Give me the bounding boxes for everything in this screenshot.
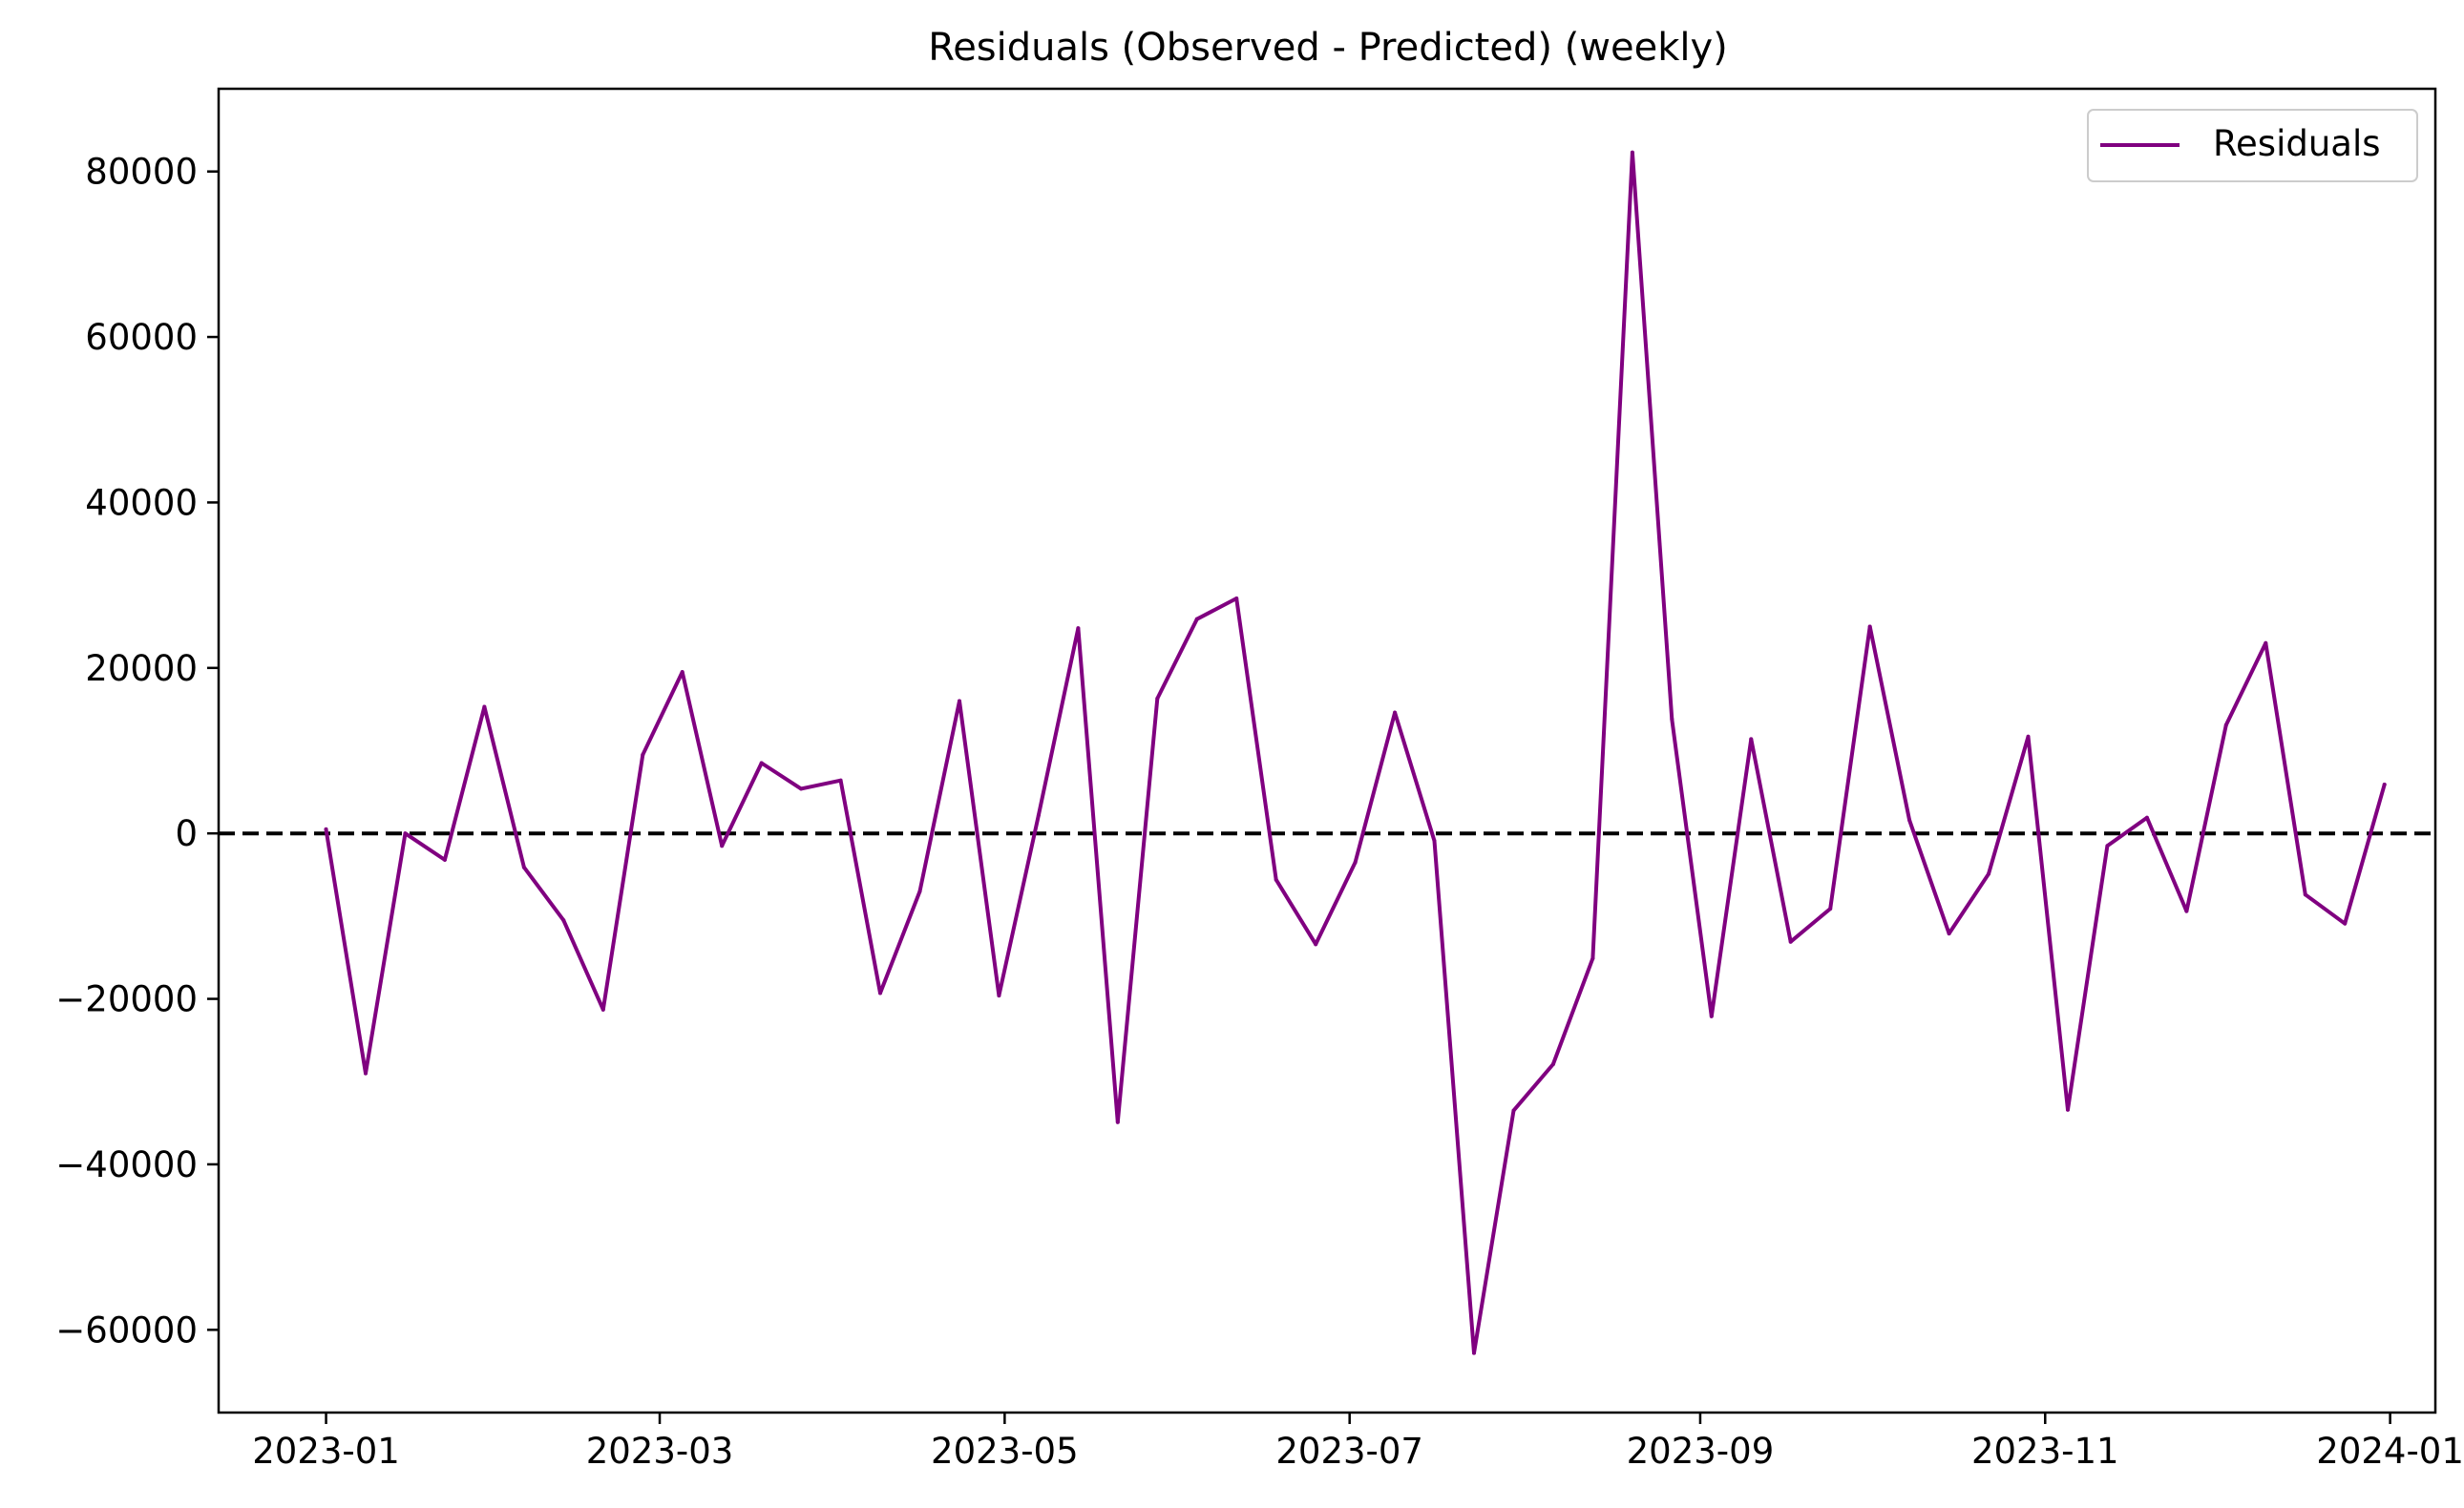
residual-point bbox=[1630, 150, 1634, 155]
residual-point bbox=[521, 865, 526, 869]
residual-point bbox=[1550, 1062, 1555, 1067]
legend-box bbox=[2087, 109, 2418, 182]
residual-point bbox=[600, 1007, 605, 1012]
y-tick-label: 0 bbox=[175, 813, 198, 854]
residual-point bbox=[1115, 1120, 1120, 1124]
residual-point bbox=[442, 857, 447, 862]
residual-point bbox=[2184, 909, 2189, 913]
y-axis-ticks: −60000 −40000 −20000 0 20000 40000 60000 80000 bbox=[55, 152, 219, 1351]
y-tick-label: 60000 bbox=[85, 317, 198, 358]
residual-point bbox=[1234, 596, 1239, 600]
residual-point bbox=[2105, 844, 2110, 848]
residual-point bbox=[1036, 813, 1041, 818]
x-tick-label: 2023-03 bbox=[586, 1431, 734, 1472]
residuals-points bbox=[324, 150, 2387, 1355]
residual-point bbox=[1314, 942, 1318, 947]
residual-point bbox=[1511, 1108, 1516, 1113]
residual-point bbox=[997, 994, 1001, 998]
residual-point bbox=[1867, 624, 1872, 629]
residual-point bbox=[1947, 932, 1951, 936]
residual-point bbox=[2026, 734, 2031, 739]
x-axis-ticks: 2023-01 2023-03 2023-05 2023-07 2023-09 2023-… bbox=[252, 1413, 2464, 1472]
y-tick-label: 20000 bbox=[85, 648, 198, 689]
x-tick-label: 2024-01 bbox=[2316, 1431, 2464, 1472]
residual-point bbox=[1353, 860, 1358, 865]
residual-point bbox=[641, 752, 645, 757]
legend: Residuals bbox=[2087, 109, 2418, 182]
residual-point bbox=[561, 918, 566, 923]
plot-area-frame bbox=[217, 87, 2437, 1414]
y-tick-label: 80000 bbox=[85, 152, 198, 193]
residual-point bbox=[1788, 939, 1793, 944]
residual-point bbox=[1670, 717, 1674, 722]
residual-point bbox=[878, 991, 883, 995]
residual-point bbox=[1709, 1014, 1714, 1018]
residual-point bbox=[720, 844, 725, 848]
residual-point bbox=[1393, 710, 1398, 715]
y-tick-label: 40000 bbox=[85, 482, 198, 523]
residual-point bbox=[2303, 892, 2307, 897]
residual-point bbox=[482, 704, 487, 709]
residual-point bbox=[1749, 737, 1754, 742]
residual-point bbox=[1987, 871, 1991, 876]
x-tick-label: 2023-05 bbox=[931, 1431, 1079, 1472]
x-tick-label: 2023-11 bbox=[1971, 1431, 2119, 1472]
y-tick-label: −40000 bbox=[55, 1144, 198, 1185]
y-tick-label: −20000 bbox=[55, 979, 198, 1020]
residual-point bbox=[799, 786, 804, 791]
residual-point bbox=[2065, 1107, 2070, 1112]
y-tick-label: −60000 bbox=[55, 1309, 198, 1351]
residual-point bbox=[1274, 877, 1278, 882]
residual-point bbox=[1432, 838, 1437, 843]
x-tick-label: 2023-07 bbox=[1275, 1431, 1423, 1472]
residual-point bbox=[917, 889, 922, 893]
residual-point bbox=[759, 761, 764, 765]
residual-point bbox=[1472, 1351, 1477, 1355]
residual-point bbox=[2264, 640, 2268, 645]
residual-point bbox=[680, 670, 684, 675]
x-tick-label: 2023-01 bbox=[252, 1431, 400, 1472]
x-tick-label: 2023-09 bbox=[1627, 1431, 1775, 1472]
residual-point bbox=[324, 827, 328, 831]
residual-point bbox=[2343, 921, 2348, 926]
residual-point bbox=[1194, 617, 1199, 621]
residual-point bbox=[2144, 815, 2149, 820]
residual-point bbox=[2223, 723, 2228, 727]
residual-point bbox=[1590, 956, 1595, 961]
residual-point bbox=[1076, 626, 1081, 631]
residual-point bbox=[838, 778, 843, 783]
residual-point bbox=[1828, 907, 1833, 911]
legend-label-residuals: Residuals bbox=[2213, 123, 2381, 164]
residual-point bbox=[1155, 696, 1160, 701]
residual-point bbox=[1907, 818, 1912, 823]
chart-title: Residuals (Observed - Predicted) (weekly… bbox=[928, 26, 1728, 70]
residual-point bbox=[403, 831, 408, 836]
residual-point bbox=[364, 1071, 369, 1076]
residual-point bbox=[957, 699, 961, 703]
residual-point bbox=[2382, 783, 2387, 787]
